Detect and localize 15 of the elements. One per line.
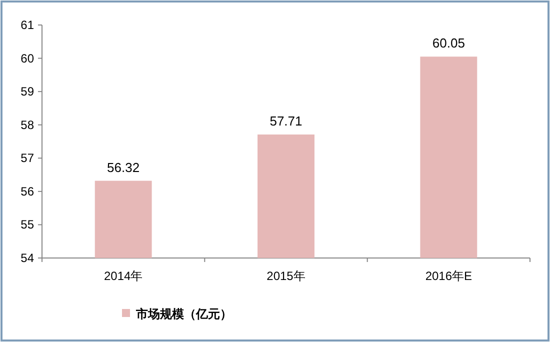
y-tick-label: 54 (20, 251, 34, 265)
x-tick-label: 2014年 (104, 269, 143, 283)
data-label: 57.71 (270, 114, 302, 129)
x-tick-label: 2016年E (425, 269, 472, 283)
data-label: 60.05 (432, 36, 465, 51)
y-tick-label: 57 (20, 151, 34, 166)
y-tick-label: 59 (20, 84, 34, 99)
y-tick-label: 61 (20, 18, 34, 32)
y-tick-label: 56 (20, 184, 34, 198)
y-tick-label: 60 (20, 51, 34, 66)
data-label: 56.32 (107, 160, 140, 175)
x-tick-label: 2015年 (266, 269, 306, 283)
y-tick-label: 55 (20, 218, 34, 232)
y-tick-label: 58 (20, 118, 34, 132)
legend-label: 市场规模（亿元） (135, 307, 232, 321)
